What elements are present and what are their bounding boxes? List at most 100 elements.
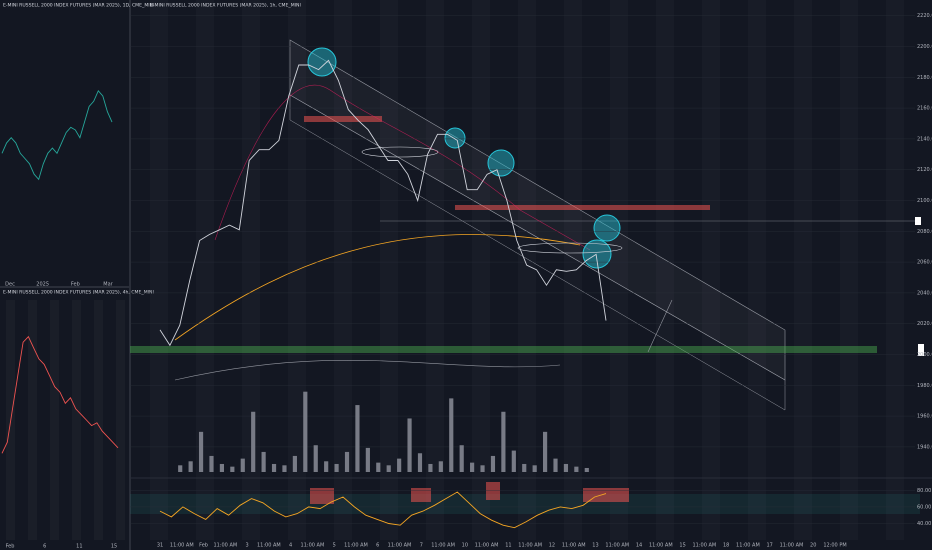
session-stripe	[748, 0, 766, 540]
y-tick-label: 2040.0	[917, 290, 932, 296]
y-tick-label: 2180.0	[917, 75, 932, 81]
x-tick-label: Feb	[6, 544, 15, 550]
x-tick-label: 3	[246, 543, 249, 549]
x-tick-label: 6	[376, 543, 379, 549]
chart-title: E-MINI RUSSELL 2000 INDEX FUTURES (MAR 2…	[3, 3, 154, 9]
volume-bar	[178, 465, 183, 472]
overbought-zone	[583, 488, 629, 502]
x-tick-label: 11:00 AM	[780, 543, 804, 549]
session-stripe	[28, 300, 37, 540]
x-tick-label: 15	[111, 544, 117, 550]
y-tick-label: 2220.0	[917, 13, 932, 19]
x-tick-label: 12	[549, 543, 555, 549]
y-tick-label: 2080.0	[917, 229, 932, 235]
x-tick-label: Dec	[5, 282, 15, 288]
x-tick-label: 20	[810, 543, 816, 549]
volume-bar	[230, 466, 235, 472]
y-tick-label: 1980.0	[917, 383, 932, 389]
y-tick-label: 1960.0	[917, 414, 932, 420]
x-tick-label: 11:00 AM	[562, 543, 586, 549]
volume-bar	[470, 462, 475, 472]
session-stripe	[426, 0, 444, 540]
volume-bar	[428, 463, 433, 472]
x-tick-label: 18	[723, 543, 729, 549]
volume-bar	[240, 458, 245, 472]
x-tick-label: 10	[462, 543, 468, 549]
highlight	[444, 127, 466, 149]
y-tick-label: 80.00	[917, 488, 931, 494]
session-stripe	[702, 0, 720, 540]
volume-bar	[303, 391, 308, 472]
price-line	[1, 335, 119, 454]
price-line	[159, 491, 607, 529]
volume-bar	[397, 458, 402, 472]
volume-bar	[198, 431, 204, 472]
y-tick-label: 40.00	[917, 521, 931, 527]
x-tick-label: 11:00 AM	[170, 543, 194, 549]
volume-bar	[532, 465, 537, 472]
y-tick-label: 2020.0	[917, 321, 932, 327]
volume-bar	[584, 467, 589, 472]
price-line	[159, 59, 607, 347]
y-tick-label: 2100.0	[917, 198, 932, 204]
session-stripe	[840, 0, 858, 540]
volume-bar	[490, 455, 496, 472]
volume-bar	[261, 451, 266, 472]
x-tick-label: 11:00 AM	[257, 543, 281, 549]
pattern-ellipse	[361, 146, 439, 158]
volume-bar	[271, 463, 277, 472]
x-tick-label: 11:00 AM	[344, 543, 368, 549]
x-tick-label: 15	[679, 543, 685, 549]
y-tick-label: 1940.0	[917, 444, 932, 450]
volume-bar	[511, 450, 516, 472]
volume-bar	[574, 466, 579, 472]
x-tick-label: 14	[636, 543, 642, 549]
x-tick-label: 11:00 AM	[518, 543, 542, 549]
session-stripe	[518, 0, 536, 540]
session-stripe	[380, 0, 398, 540]
volume-bar	[292, 455, 297, 472]
session-stripe	[794, 0, 812, 540]
support-zone	[130, 346, 877, 353]
x-tick-label: 11	[76, 544, 82, 550]
y-tick-label: 2140.0	[917, 136, 932, 142]
pattern-ellipse	[517, 242, 623, 254]
resistance-zone	[455, 205, 710, 210]
x-tick-label: 11:00 AM	[301, 543, 325, 549]
price-marker	[918, 344, 924, 356]
volume-bar	[438, 461, 443, 472]
y-tick-label: 2200.0	[917, 44, 932, 50]
overbought-zone	[310, 488, 334, 504]
moving-average	[214, 84, 591, 251]
x-tick-label: 11:00 AM	[649, 543, 673, 549]
y-tick-label: 2160.0	[917, 106, 932, 112]
y-tick-label: 2120.0	[917, 167, 932, 173]
session-stripe	[50, 300, 59, 540]
oscillator-band	[130, 494, 920, 514]
volume-bar	[480, 465, 485, 472]
x-tick-label: 12:00 PM	[823, 543, 846, 549]
resistance-zone	[304, 116, 382, 122]
overbought-zone	[486, 482, 500, 500]
volume-bar	[386, 465, 391, 472]
volume-bar	[417, 453, 423, 472]
volume-bar	[344, 451, 350, 472]
highlight	[593, 214, 621, 242]
x-tick-label: 17	[766, 543, 772, 549]
highlight	[307, 47, 337, 77]
x-tick-label: 11:00 AM	[388, 543, 412, 549]
x-tick-label: 13	[592, 543, 598, 549]
chart-title: E-MINI RUSSELL 2000 INDEX FUTURES (MAR 2…	[3, 290, 154, 296]
session-stripe	[116, 300, 125, 540]
highlight	[582, 239, 612, 269]
session-stripe	[472, 0, 490, 540]
session-stripe	[94, 300, 103, 540]
x-tick-label: 31	[157, 543, 163, 549]
volume-bar	[543, 431, 548, 472]
volume-bar	[313, 445, 318, 472]
x-tick-label: Mar	[103, 282, 113, 288]
volume-bar	[209, 455, 214, 472]
overbought-zone	[411, 488, 431, 502]
